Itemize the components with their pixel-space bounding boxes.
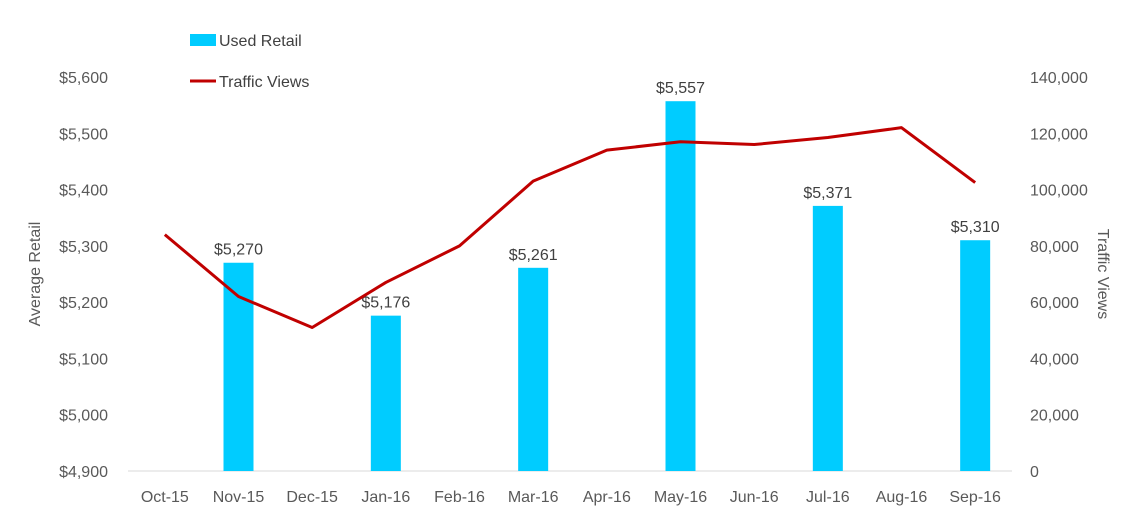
bar — [370, 315, 401, 471]
y-tick-label: $5,100 — [59, 351, 108, 368]
y-tick-label: $5,500 — [59, 126, 108, 143]
bar-data-label: $5,371 — [803, 185, 852, 202]
x-axis: Oct-15 Nov-15 Dec-15 Jan-16 Feb-16 Mar-16 Apr-… — [128, 470, 1012, 506]
y-axis-title: Average Retail — [27, 222, 44, 327]
x-tick-label: Oct-15 — [141, 489, 189, 506]
bar-data-label: $5,310 — [951, 219, 1000, 236]
bar-data-label: $5,270 — [214, 242, 263, 259]
line-series — [163, 126, 977, 329]
x-tick-label: Apr-16 — [583, 489, 631, 506]
x-tick-label: Nov-15 — [213, 489, 265, 506]
traffic-views-line — [163, 126, 977, 329]
bar — [812, 205, 843, 471]
legend-label-used-retail: Used Retail — [219, 33, 302, 50]
y-tick-label: $5,400 — [59, 183, 108, 200]
y2-tick-label: 40,000 — [1030, 351, 1079, 368]
y-tick-label: $5,000 — [59, 408, 108, 425]
y-tick-label: $5,600 — [59, 70, 108, 87]
x-tick-label: Jun-16 — [730, 489, 779, 506]
y-axis-left: $4,900 $5,000 $5,100 $5,200 $5,300 $5,400 $5,5… — [59, 70, 108, 481]
y2-tick-label: 100,000 — [1030, 183, 1088, 200]
x-tick-label: Aug-16 — [876, 489, 928, 506]
y-axis-right: 0 20,000 40,000 60,000 80,000 100,000 120,000 1… — [1030, 70, 1088, 481]
x-tick-label: May-16 — [654, 489, 707, 506]
x-tick-label: Dec-15 — [286, 489, 338, 506]
bar — [960, 240, 991, 471]
x-tick-label: Feb-16 — [434, 489, 485, 506]
x-tick-label: Jan-16 — [361, 489, 410, 506]
x-tick-label: Sep-16 — [949, 489, 1001, 506]
bar-data-label: $5,557 — [656, 80, 705, 97]
legend-swatch-used-retail — [190, 34, 216, 46]
legend-label-traffic-views: Traffic Views — [219, 74, 309, 91]
y2-tick-label: 60,000 — [1030, 295, 1079, 312]
y-tick-label: $5,200 — [59, 295, 108, 312]
bars — [223, 101, 991, 472]
x-tick-label: Jul-16 — [806, 489, 850, 506]
y-tick-label: $4,900 — [59, 464, 108, 481]
y2-tick-label: 20,000 — [1030, 408, 1079, 425]
bar — [223, 262, 254, 471]
bar-data-label: $5,176 — [361, 295, 410, 312]
legend: Used Retail Traffic Views — [190, 33, 309, 91]
y2-tick-label: 0 — [1030, 464, 1039, 481]
bar-labels: $5,270 $5,176 $5,261 $5,557 $5,371 $5,310 — [214, 80, 1000, 311]
x-tick-label: Mar-16 — [508, 489, 559, 506]
y2-tick-label: 80,000 — [1030, 239, 1079, 256]
y2-tick-label: 120,000 — [1030, 126, 1088, 143]
bar — [518, 267, 549, 471]
bar — [665, 101, 696, 472]
bar-data-label: $5,261 — [509, 247, 558, 264]
y2-axis-title: Traffic Views — [1094, 229, 1111, 319]
y2-tick-label: 140,000 — [1030, 70, 1088, 87]
y-tick-label: $5,300 — [59, 239, 108, 256]
